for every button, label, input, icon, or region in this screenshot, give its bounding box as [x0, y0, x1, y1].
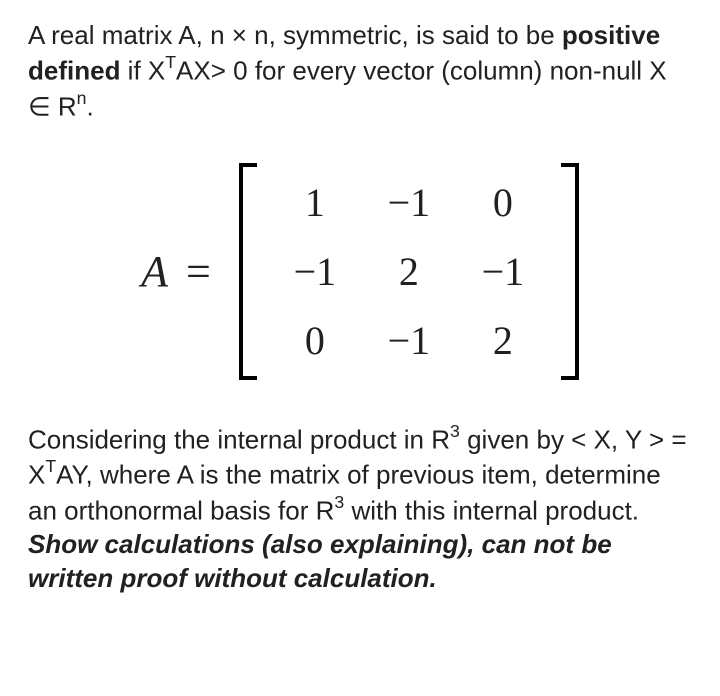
q-sup-1: 3	[450, 421, 460, 441]
def-text-1: A real matrix A, n × n, symmetric, is sa…	[28, 20, 562, 50]
matrix-brackets: 1 −1 0 −1 2 −1 0 −1 2	[239, 163, 579, 380]
matrix-cell: −1	[475, 248, 531, 295]
q-sup-2: T	[45, 456, 56, 476]
matrix-cell: 1	[287, 179, 343, 226]
def-sup-n: n	[77, 88, 87, 108]
q-text-4: with this internal product.	[344, 495, 639, 525]
matrix-cell: −1	[287, 248, 343, 295]
q-text-1: Considering the internal product in R	[28, 424, 450, 454]
definition-paragraph: A real matrix A, n × n, symmetric, is sa…	[28, 18, 692, 125]
matrix-cell: 2	[475, 317, 531, 364]
left-bracket	[239, 163, 257, 380]
right-bracket	[561, 163, 579, 380]
def-sup-t: T	[165, 52, 176, 72]
matrix-cell: 0	[475, 179, 531, 226]
def-text-4: .	[87, 92, 94, 122]
q-sup-3: 3	[334, 492, 344, 512]
matrix-cell: −1	[381, 179, 437, 226]
matrix-equation: A = 1 −1 0 −1 2 −1 0 −1 2	[28, 163, 692, 380]
matrix-cell: 2	[381, 248, 437, 295]
def-text-2: if X	[120, 56, 165, 86]
equals-sign: =	[186, 246, 211, 297]
matrix-cell: 0	[287, 317, 343, 364]
matrix-body: 1 −1 0 −1 2 −1 0 −1 2	[257, 163, 561, 380]
matrix-cell: −1	[381, 317, 437, 364]
question-paragraph: Considering the internal product in R3 g…	[28, 422, 692, 596]
q-emphasis: Show calculations (also explaining), can…	[28, 529, 612, 593]
matrix-lhs: A	[141, 246, 168, 297]
